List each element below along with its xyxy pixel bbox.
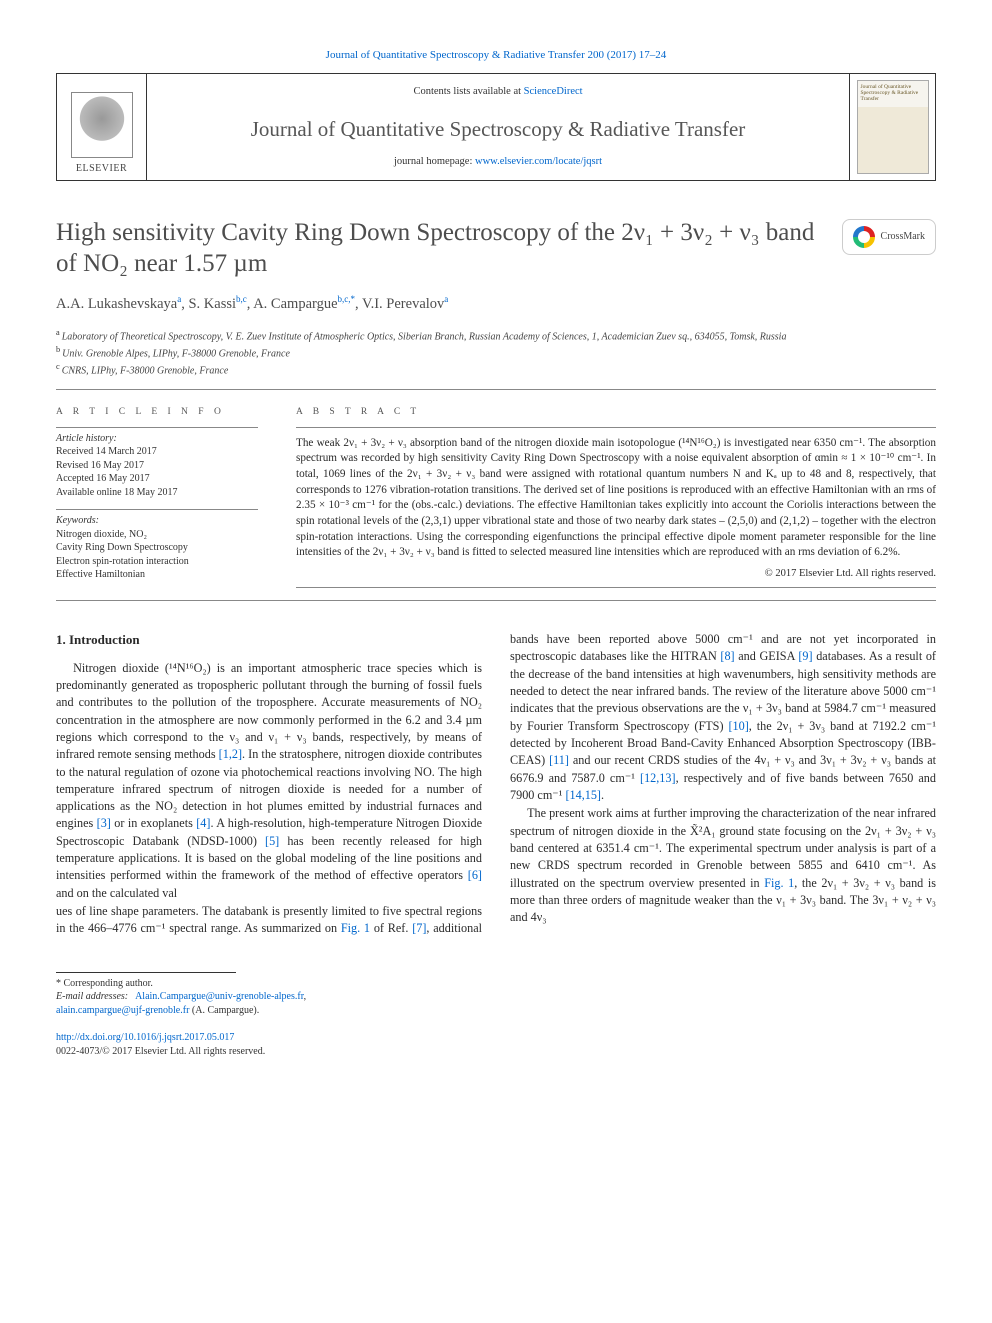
keywords-label: Keywords: (56, 514, 258, 528)
issn-line: 0022-4073/© 2017 Elsevier Ltd. All right… (56, 1046, 265, 1057)
history-revised: Revised 16 May 2017 (56, 459, 258, 473)
abstract-copyright: © 2017 Elsevier Ltd. All rights reserved… (296, 567, 936, 581)
body-paragraph: The present work aims at further improvi… (510, 805, 936, 926)
homepage-link[interactable]: www.elsevier.com/locate/jqsrt (475, 156, 602, 167)
doi-link[interactable]: http://dx.doi.org/10.1016/j.jqsrt.2017.0… (56, 1032, 234, 1043)
affil-b: Univ. Grenoble Alpes, LIPhy, F-38000 Gre… (62, 348, 290, 359)
article-body: 1. Introduction Nitrogen dioxide (¹⁴N¹⁶O… (56, 631, 936, 938)
abstract-text: The weak 2ν₁ + 3ν₂ + ν₃ absorption band … (296, 436, 936, 561)
contents-line: Contents lists available at ScienceDirec… (155, 85, 841, 99)
journal-reference: Journal of Quantitative Spectroscopy & R… (56, 48, 936, 63)
cover-cell: Journal of Quantitative Spectroscopy & R… (849, 74, 935, 180)
keyword: Cavity Ring Down Spectroscopy (56, 541, 258, 555)
abstract-block: A B S T R A C T The weak 2ν₁ + 3ν₂ + ν₃ … (296, 406, 936, 588)
publisher-cell: ELSEVIER (57, 74, 147, 180)
crossmark-badge[interactable]: CrossMark (842, 219, 936, 255)
history-label: Article history: (56, 432, 258, 446)
crossmark-icon (853, 226, 875, 248)
journal-name: Journal of Quantitative Spectroscopy & R… (155, 115, 841, 143)
body-paragraph: Nitrogen dioxide (¹⁴N¹⁶O₂) is an importa… (56, 660, 482, 903)
history-accepted: Accepted 16 May 2017 (56, 472, 258, 486)
divider (56, 600, 936, 601)
footnote-rule (56, 972, 236, 973)
history-received: Received 14 March 2017 (56, 445, 258, 459)
affil-a: Laboratory of Theoretical Spectroscopy, … (62, 331, 787, 342)
corr-marker: * Corresponding author. (56, 977, 936, 991)
crossmark-label: CrossMark (881, 230, 925, 244)
email-link[interactable]: alain.campargue@ujf-grenoble.fr (56, 1005, 189, 1016)
author-list: A.A. Lukashevskayaa, S. Kassib,c, A. Cam… (56, 293, 936, 314)
affil-c: CNRS, LIPhy, F-38000 Grenoble, France (62, 366, 229, 377)
masthead: ELSEVIER Contents lists available at Sci… (56, 73, 936, 181)
section-heading: 1. Introduction (56, 631, 482, 649)
elsevier-tree-icon (71, 92, 133, 158)
homepage-label: journal homepage: (394, 156, 475, 167)
contents-line-text: Contents lists available at (413, 86, 523, 97)
corresponding-author: * Corresponding author. E-mail addresses… (56, 977, 936, 1018)
email-label: E-mail addresses: (56, 991, 128, 1002)
homepage-line: journal homepage: www.elsevier.com/locat… (155, 155, 841, 169)
publisher-name: ELSEVIER (76, 162, 127, 176)
doi-block: http://dx.doi.org/10.1016/j.jqsrt.2017.0… (56, 1031, 936, 1058)
journal-cover-icon: Journal of Quantitative Spectroscopy & R… (857, 80, 929, 174)
article-info-heading: A R T I C L E I N F O (56, 406, 258, 419)
sciencedirect-link[interactable]: ScienceDirect (524, 86, 583, 97)
affiliations: aLaboratory of Theoretical Spectroscopy,… (56, 327, 936, 379)
keyword: Effective Hamiltonian (56, 568, 258, 582)
article-info-block: A R T I C L E I N F O Article history: R… (56, 406, 258, 588)
email-link[interactable]: Alain.Campargue@univ-grenoble-alpes.fr (135, 991, 304, 1002)
masthead-center: Contents lists available at ScienceDirec… (147, 74, 849, 180)
abstract-heading: A B S T R A C T (296, 406, 936, 419)
keyword: Nitrogen dioxide, NO₂ (56, 528, 258, 542)
email-owner: (A. Campargue). (189, 1005, 259, 1016)
article-title: High sensitivity Cavity Ring Down Spectr… (56, 217, 826, 280)
history-online: Available online 18 May 2017 (56, 486, 258, 500)
keyword: Electron spin-rotation interaction (56, 555, 258, 569)
divider (56, 389, 936, 390)
